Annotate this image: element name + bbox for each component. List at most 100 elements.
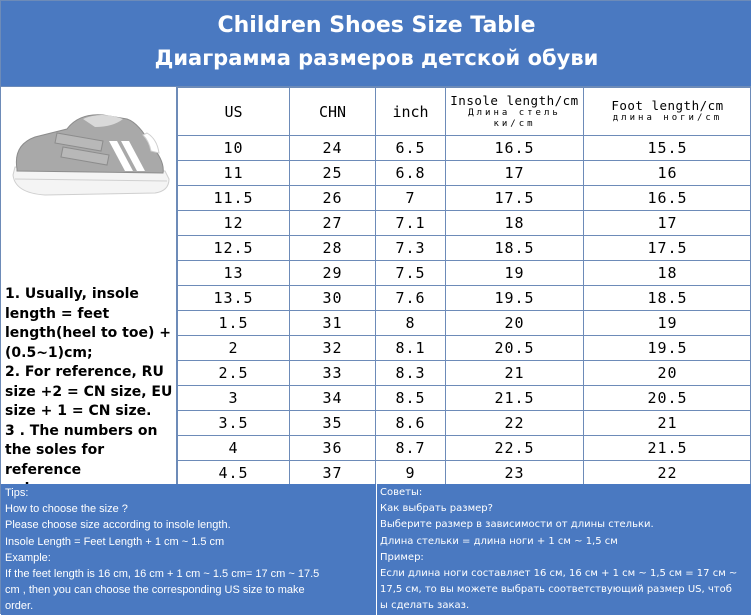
cell-inch: 8.6 <box>376 411 446 436</box>
header-insole-label: Insole length/cm <box>446 94 583 108</box>
cell-us: 2 <box>178 336 290 361</box>
cell-foot: 20.5 <box>584 386 751 411</box>
note-line: length = feet <box>5 305 177 325</box>
tip-line: Как выбрать размер? <box>380 501 746 517</box>
tip-line: order. <box>5 598 370 614</box>
tip-line: Insole Length = Feet Length + 1 cm ~ 1.5… <box>5 534 370 550</box>
cell-inch: 8.5 <box>376 386 446 411</box>
cell-chn: 31 <box>290 311 376 336</box>
cell-foot: 19.5 <box>584 336 751 361</box>
cell-inch: 7 <box>376 186 446 211</box>
note-line: size + 1 = CN size. <box>5 402 177 422</box>
header-insole-sub: Длина стель ки/cm <box>446 108 583 130</box>
cell-inch: 8.1 <box>376 336 446 361</box>
cell-foot: 16.5 <box>584 186 751 211</box>
cell-us: 13.5 <box>178 286 290 311</box>
note-line: 1. Usually, insole <box>5 285 177 305</box>
tip-line: Длина стельки = длина ноги + 1 см ~ 1,5 … <box>380 534 746 550</box>
cell-insole: 22.5 <box>446 436 584 461</box>
cell-inch: 7.5 <box>376 261 446 286</box>
tip-line: Советы: <box>380 485 746 501</box>
tip-line: ы сделать заказ. <box>380 598 746 614</box>
cell-foot: 15.5 <box>584 136 751 161</box>
size-notes: 1. Usually, insole length = feet length(… <box>5 285 177 500</box>
cell-foot: 18 <box>584 261 751 286</box>
header-inch: inch <box>376 88 446 136</box>
header-insole: Insole length/cm Длина стель ки/cm <box>446 88 584 136</box>
cell-insole: 22 <box>446 411 584 436</box>
cell-insole: 17.5 <box>446 186 584 211</box>
cell-insole: 23 <box>446 461 584 486</box>
cell-insole: 18 <box>446 211 584 236</box>
cell-foot: 17.5 <box>584 236 751 261</box>
cell-us: 3.5 <box>178 411 290 436</box>
cell-foot: 21 <box>584 411 751 436</box>
cell-inch: 6.8 <box>376 161 446 186</box>
cell-insole: 18.5 <box>446 236 584 261</box>
cell-chn: 26 <box>290 186 376 211</box>
tip-line: Выберите размер в зависимости от длины с… <box>380 517 746 533</box>
cell-insole: 21.5 <box>446 386 584 411</box>
tip-line: 17,5 см, то вы можете выбрать соответств… <box>380 582 746 598</box>
tip-line: How to choose the size ? <box>5 501 370 517</box>
cell-us: 13 <box>178 261 290 286</box>
tip-line: Если длина ноги составляет 16 см, 16 см … <box>380 566 746 582</box>
cell-chn: 35 <box>290 411 376 436</box>
header-foot-sub: длина ноги/cm <box>584 113 751 124</box>
cell-foot: 19 <box>584 311 751 336</box>
cell-foot: 17 <box>584 211 751 236</box>
cell-chn: 37 <box>290 461 376 486</box>
cell-inch: 6.5 <box>376 136 446 161</box>
cell-inch: 8.7 <box>376 436 446 461</box>
cell-insole: 19.5 <box>446 286 584 311</box>
cell-us: 3 <box>178 386 290 411</box>
cell-us: 11 <box>178 161 290 186</box>
cell-insole: 20 <box>446 311 584 336</box>
tips-english: Tips: How to choose the size ? Please ch… <box>1 484 377 615</box>
cell-chn: 33 <box>290 361 376 386</box>
cell-insole: 17 <box>446 161 584 186</box>
cell-inch: 8 <box>376 311 446 336</box>
cell-insole: 20.5 <box>446 336 584 361</box>
cell-inch: 9 <box>376 461 446 486</box>
header-foot-label: Foot length/cm <box>584 99 751 113</box>
cell-inch: 8.3 <box>376 361 446 386</box>
tip-line: Пример: <box>380 550 746 566</box>
cell-us: 2.5 <box>178 361 290 386</box>
cell-chn: 27 <box>290 211 376 236</box>
cell-chn: 24 <box>290 136 376 161</box>
cell-chn: 25 <box>290 161 376 186</box>
cell-insole: 21 <box>446 361 584 386</box>
title-english: Children Shoes Size Table <box>1 13 751 38</box>
cell-us: 11.5 <box>178 186 290 211</box>
cell-foot: 18.5 <box>584 286 751 311</box>
cell-us: 4.5 <box>178 461 290 486</box>
tip-line: Please choose size according to insole l… <box>5 517 370 533</box>
header-chn: CHN <box>290 88 376 136</box>
cell-insole: 19 <box>446 261 584 286</box>
cell-us: 4 <box>178 436 290 461</box>
note-line: the soles for reference <box>5 441 177 480</box>
cell-foot: 22 <box>584 461 751 486</box>
cell-chn: 29 <box>290 261 376 286</box>
cell-insole: 16.5 <box>446 136 584 161</box>
header-foot: Foot length/cm длина ноги/cm <box>584 88 751 136</box>
cell-us: 10 <box>178 136 290 161</box>
header-banner: Children Shoes Size Table Диаграмма разм… <box>1 1 751 87</box>
cell-foot: 20 <box>584 361 751 386</box>
shoe-image <box>5 105 173 205</box>
cell-foot: 16 <box>584 161 751 186</box>
tip-line: Tips: <box>5 485 370 501</box>
